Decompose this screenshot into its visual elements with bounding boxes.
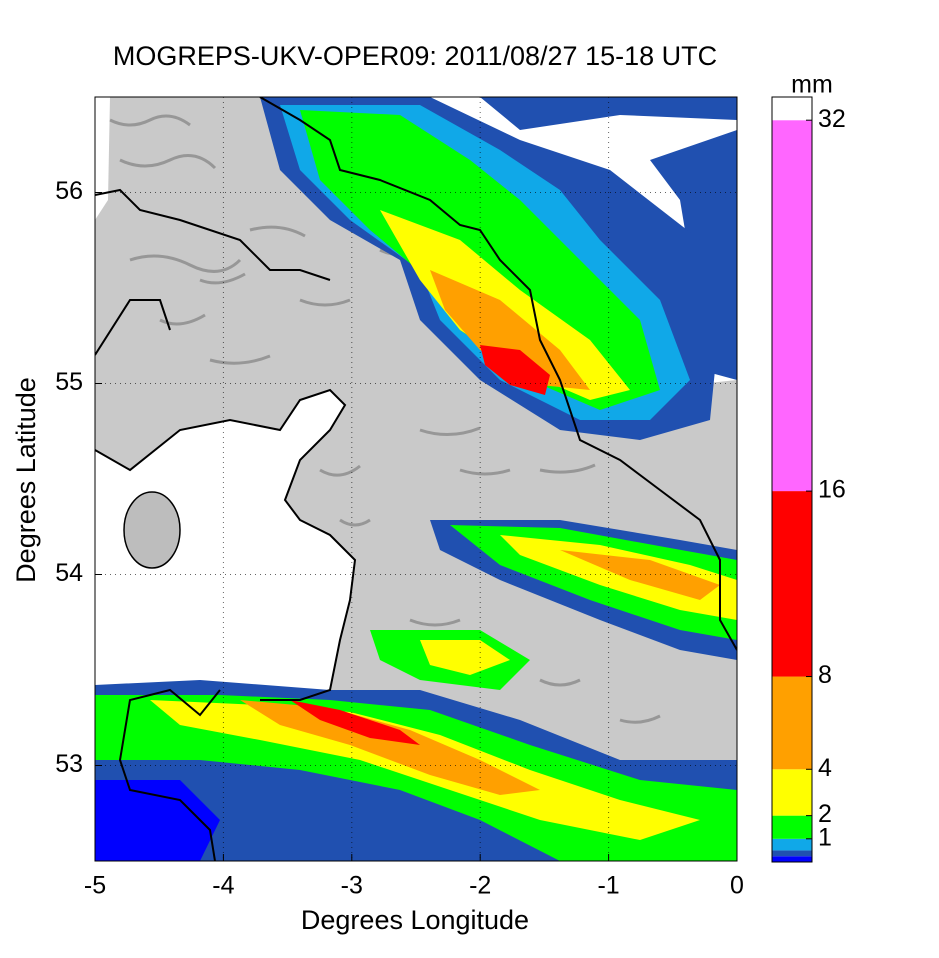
y-tick-label: 55 xyxy=(55,368,83,396)
colorbar-segment xyxy=(772,850,812,857)
colorbar-tick-label: 16 xyxy=(818,476,846,504)
axes: -5 -4 -3 -2 -1 0 53 54 55 56 12 4 8 16 32 xyxy=(55,96,846,900)
terrain-texture xyxy=(109,114,661,724)
y-tick-label: 56 xyxy=(55,177,83,205)
colorbar-tick-label: 1 xyxy=(818,823,832,851)
colorbar-segment xyxy=(772,815,812,839)
y-axis-label: Degrees Latitude xyxy=(11,377,41,583)
y-tick-label: 53 xyxy=(55,750,83,778)
plot-frame xyxy=(94,96,738,862)
irish-sea xyxy=(95,390,355,700)
coastline xyxy=(95,97,737,861)
colorbar-title: mm xyxy=(791,71,833,99)
colorbar-segment xyxy=(772,491,812,677)
rain-band xyxy=(420,640,510,675)
colorbar-segment xyxy=(772,838,812,851)
colorbar-segment xyxy=(772,676,812,770)
colorbar-tick-label: 32 xyxy=(818,105,846,133)
rain-band xyxy=(500,535,737,620)
chart-title: MOGREPS-UKV-OPER09: 2011/08/27 15-18 UTC xyxy=(113,41,717,71)
x-tick-label: -4 xyxy=(212,872,234,900)
rain-band xyxy=(290,700,420,745)
colorbar-tick-label: 8 xyxy=(818,661,832,689)
rain-band xyxy=(480,345,550,395)
x-axis-label: Degrees Longitude xyxy=(301,905,529,935)
colorbar-tick-label: 2 xyxy=(818,800,832,828)
rain-band xyxy=(95,780,220,861)
x-tick-label: -1 xyxy=(597,872,619,900)
rain-band xyxy=(240,700,540,795)
x-tick-label: 0 xyxy=(730,872,744,900)
isle-of-man xyxy=(123,491,181,569)
x-tick-label: -3 xyxy=(341,872,363,900)
colorbar-segment xyxy=(772,769,812,816)
y-tick-label: 54 xyxy=(55,559,83,587)
x-tick-label: -5 xyxy=(84,872,106,900)
colorbar-tick-label: 4 xyxy=(818,754,832,782)
x-tick-label: -2 xyxy=(469,872,491,900)
colorbar-frame xyxy=(771,96,813,863)
rain-band xyxy=(480,97,737,130)
colorbar-segment xyxy=(772,120,812,492)
colorbar-segment xyxy=(772,97,812,121)
west-sea xyxy=(95,97,110,220)
map-field xyxy=(95,97,737,861)
colorbar-segment xyxy=(772,856,812,862)
